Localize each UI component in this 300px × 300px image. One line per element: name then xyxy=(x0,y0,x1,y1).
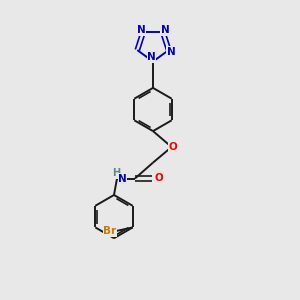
Text: Br: Br xyxy=(103,226,116,236)
Text: O: O xyxy=(169,142,178,152)
Text: N: N xyxy=(118,173,127,184)
Text: N: N xyxy=(136,25,145,35)
Text: O: O xyxy=(154,173,164,183)
Text: N: N xyxy=(147,52,156,62)
Text: N: N xyxy=(167,46,176,57)
Text: N: N xyxy=(161,25,170,35)
Text: H: H xyxy=(112,168,120,178)
